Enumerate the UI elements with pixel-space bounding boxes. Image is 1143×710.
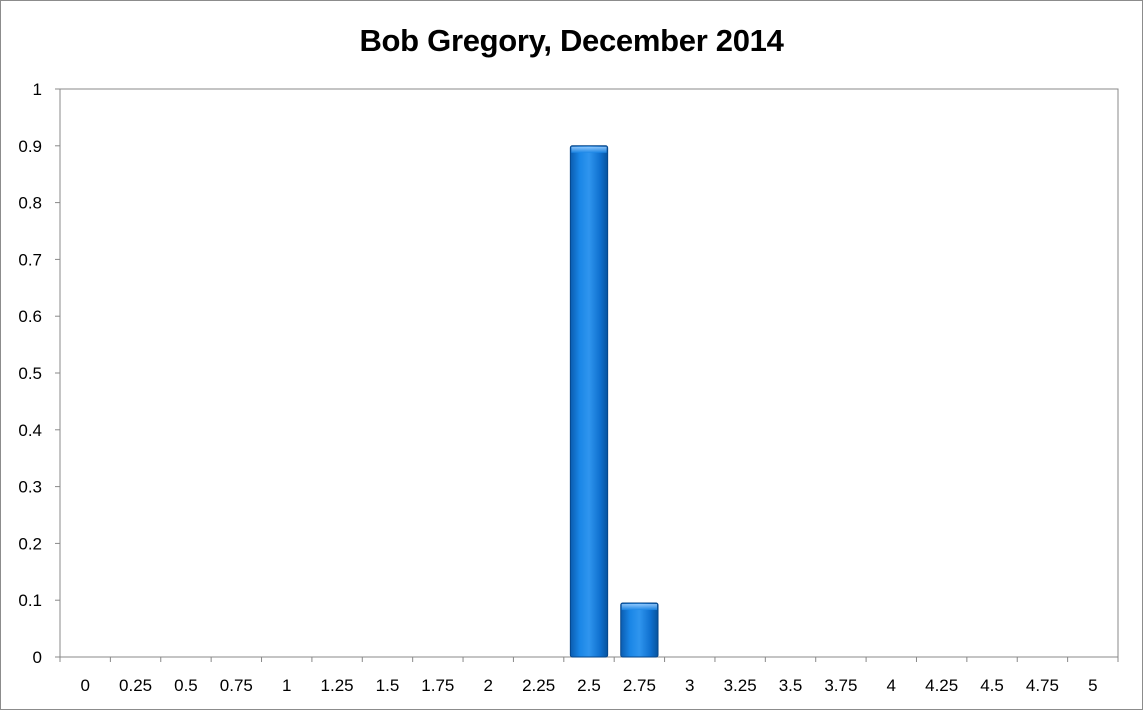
y-tick-label: 0.6 [18, 307, 42, 326]
x-tick-label: 2 [484, 676, 493, 695]
y-tick-label: 0.9 [18, 137, 42, 156]
y-tick-label: 0.1 [18, 591, 42, 610]
bar [620, 602, 659, 658]
x-tick-label: 4.75 [1026, 676, 1059, 695]
y-axis: 0 0.1 0.2 0.3 0.4 0.5 0.6 0.7 0.8 0.9 1 [18, 80, 60, 667]
x-tick-label: 3 [685, 676, 694, 695]
x-tick-label: 1.25 [321, 676, 354, 695]
x-tick-label: 4 [887, 676, 896, 695]
bar [569, 145, 609, 658]
x-tick-label: 1 [282, 676, 291, 695]
x-tick-label: 2.5 [577, 676, 601, 695]
x-tick-label: 0.5 [174, 676, 198, 695]
y-tick-label: 1 [33, 80, 42, 99]
y-tick-label: 0.8 [18, 194, 42, 213]
chart-title: Bob Gregory, December 2014 [359, 23, 784, 58]
x-tick-label: 1.75 [421, 676, 454, 695]
y-tick-label: 0.2 [18, 534, 42, 553]
y-tick-label: 0.4 [18, 421, 42, 440]
x-tick-label: 3.5 [779, 676, 803, 695]
x-axis: 0 0.25 0.5 0.75 1 1.25 1.5 1.75 2 2.25 2.5 2.75 3 3.2… [59, 657, 1119, 695]
y-tick-label: 0.7 [18, 250, 42, 269]
x-tick-label: 0.75 [220, 676, 253, 695]
x-tick-label: 1.5 [376, 676, 400, 695]
x-tick-label: 0.25 [119, 676, 152, 695]
y-tick-label: 0.5 [18, 364, 42, 383]
x-tick-label: 5 [1088, 676, 1097, 695]
y-tick-label: 0.3 [18, 478, 42, 497]
x-tick-label: 2.25 [522, 676, 555, 695]
x-tick-label: 2.75 [623, 676, 656, 695]
bars [569, 145, 659, 658]
x-tick-label: 3.75 [824, 676, 857, 695]
x-tick-label: 3.25 [724, 676, 757, 695]
x-tick-label: 4.5 [980, 676, 1004, 695]
y-tick-label: 0 [33, 648, 42, 667]
x-tick-label: 0 [80, 676, 89, 695]
x-tick-label: 4.25 [925, 676, 958, 695]
